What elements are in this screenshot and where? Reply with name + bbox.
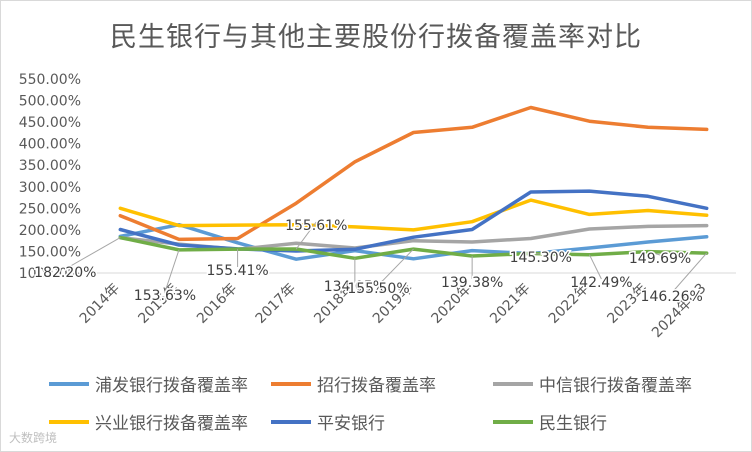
y-tick-label-9: 100.00% [19,266,81,282]
legend-swatch-cmbc [493,419,533,424]
x-tick-label-0: 2014年 [77,281,123,327]
data-label-0: 182.20% [34,265,96,281]
legend-swatch-cmb [271,381,311,386]
data-label-leader-9 [647,251,661,256]
legend-label-cib: 兴业银行拨备覆盖率 [95,414,248,434]
series-line-3 [118,198,709,232]
data-label-5: 155.50% [347,281,409,297]
data-label-3: 155.61% [285,218,347,234]
y-tick-label-5: 300.00% [19,180,81,196]
legend-item-cib: 兴业银行拨备覆盖率 [49,409,248,434]
x-tick-label-3: 2017年 [253,281,299,327]
data-label-leader-1 [164,249,180,293]
data-label-4: 134.05% [324,279,386,295]
chart-title: 民生银行与其他主要股份行拨备覆盖率对比 [110,22,642,53]
series-line-0 [118,222,709,261]
data-label-leader-10 [671,252,708,294]
data-label-leader-3 [295,221,317,250]
data-label-leader-7 [530,252,541,255]
watermark: 大数跨境 [9,431,58,445]
data-label-leader-0 [65,237,121,270]
data-label-2: 155.41% [206,263,268,279]
y-tick-label-6: 250.00% [19,201,81,217]
y-tick-label-0: 550.00% [19,72,81,88]
data-label-9: 149.69% [629,251,691,267]
data-label-6: 139.38% [441,275,503,291]
y-tick-label-8: 150.00% [19,244,81,260]
legend-item-pingan: 平安银行 [271,409,385,434]
legend-item-citic: 中信银行拨备覆盖率 [493,371,692,396]
data-label-8: 142.49% [570,275,632,291]
y-tick-label-4: 350.00% [19,158,81,174]
legend-swatch-citic [493,381,533,386]
legend-swatch-pingan [271,419,311,424]
legend-label-cmbc: 民生银行 [539,414,607,434]
legend-item-cmbc: 民生银行 [493,409,607,434]
y-tick-label-1: 500.00% [19,94,81,110]
legend-item-spdb: 浦发银行拨备覆盖率 [49,371,248,396]
legend-item-cmb: 招行拨备覆盖率 [271,371,436,396]
data-label-leader-8 [588,254,602,280]
y-tick-label-7: 200.00% [19,223,81,239]
y-tick-label-3: 400.00% [19,137,81,153]
legend-label-spdb: 浦发银行拨备覆盖率 [95,376,248,396]
data-label-7: 145.30% [510,250,572,266]
series-line-4 [118,189,709,253]
series-line-1 [118,105,709,242]
data-label-10: 146.26% [641,289,703,305]
legend-swatch-spdb [49,381,89,386]
legend-label-citic: 中信银行拨备覆盖率 [539,376,692,396]
legend-label-pingan: 平安银行 [317,414,385,434]
legend-label-cmb: 招行拨备覆盖率 [317,376,436,396]
legend-swatch-cib [49,419,89,424]
data-label-1: 153.63% [134,288,196,304]
x-tick-label-2: 2016年 [194,281,240,327]
y-tick-label-2: 450.00% [19,115,81,131]
data-label-leader-5 [378,248,414,286]
